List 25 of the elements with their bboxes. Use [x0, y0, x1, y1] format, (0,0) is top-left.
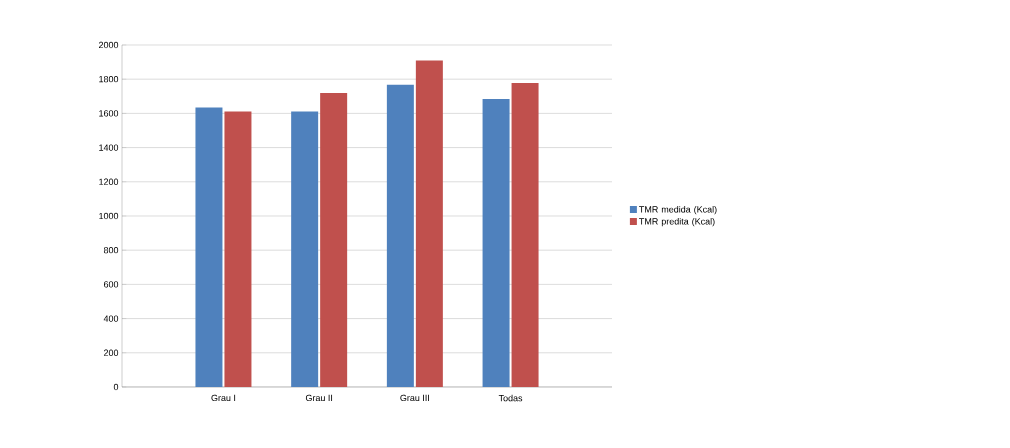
- x-tick-label: Grau II: [305, 394, 333, 402]
- bar: [415, 60, 443, 387]
- bar: [482, 99, 510, 387]
- bar: [291, 111, 319, 387]
- y-tick-label: 200: [103, 349, 119, 356]
- legend-label: TMR predita (Kcal): [639, 217, 715, 227]
- y-tick-label: 1200: [99, 178, 119, 185]
- y-tick-label: 600: [103, 281, 119, 288]
- y-tick-label: 0: [113, 383, 119, 391]
- bar: [224, 111, 252, 387]
- y-tick-label: 1600: [99, 110, 119, 117]
- x-tick-label: Todas: [498, 394, 523, 402]
- legend-label: TMR medida (Kcal): [639, 206, 717, 215]
- bar: [320, 93, 348, 387]
- y-tick-label: 1000: [99, 212, 119, 220]
- bar: [386, 84, 414, 387]
- x-tick-label: Grau III: [400, 394, 429, 402]
- bar: [511, 82, 539, 387]
- y-tick-label: 400: [103, 315, 119, 322]
- y-tick-label: 2000: [99, 41, 119, 49]
- x-tick-label: Grau I: [211, 394, 236, 402]
- y-tick-label: 1800: [99, 76, 119, 83]
- y-tick-label: 1400: [99, 144, 119, 151]
- y-tick-label: 800: [103, 247, 119, 254]
- bar: [195, 107, 223, 387]
